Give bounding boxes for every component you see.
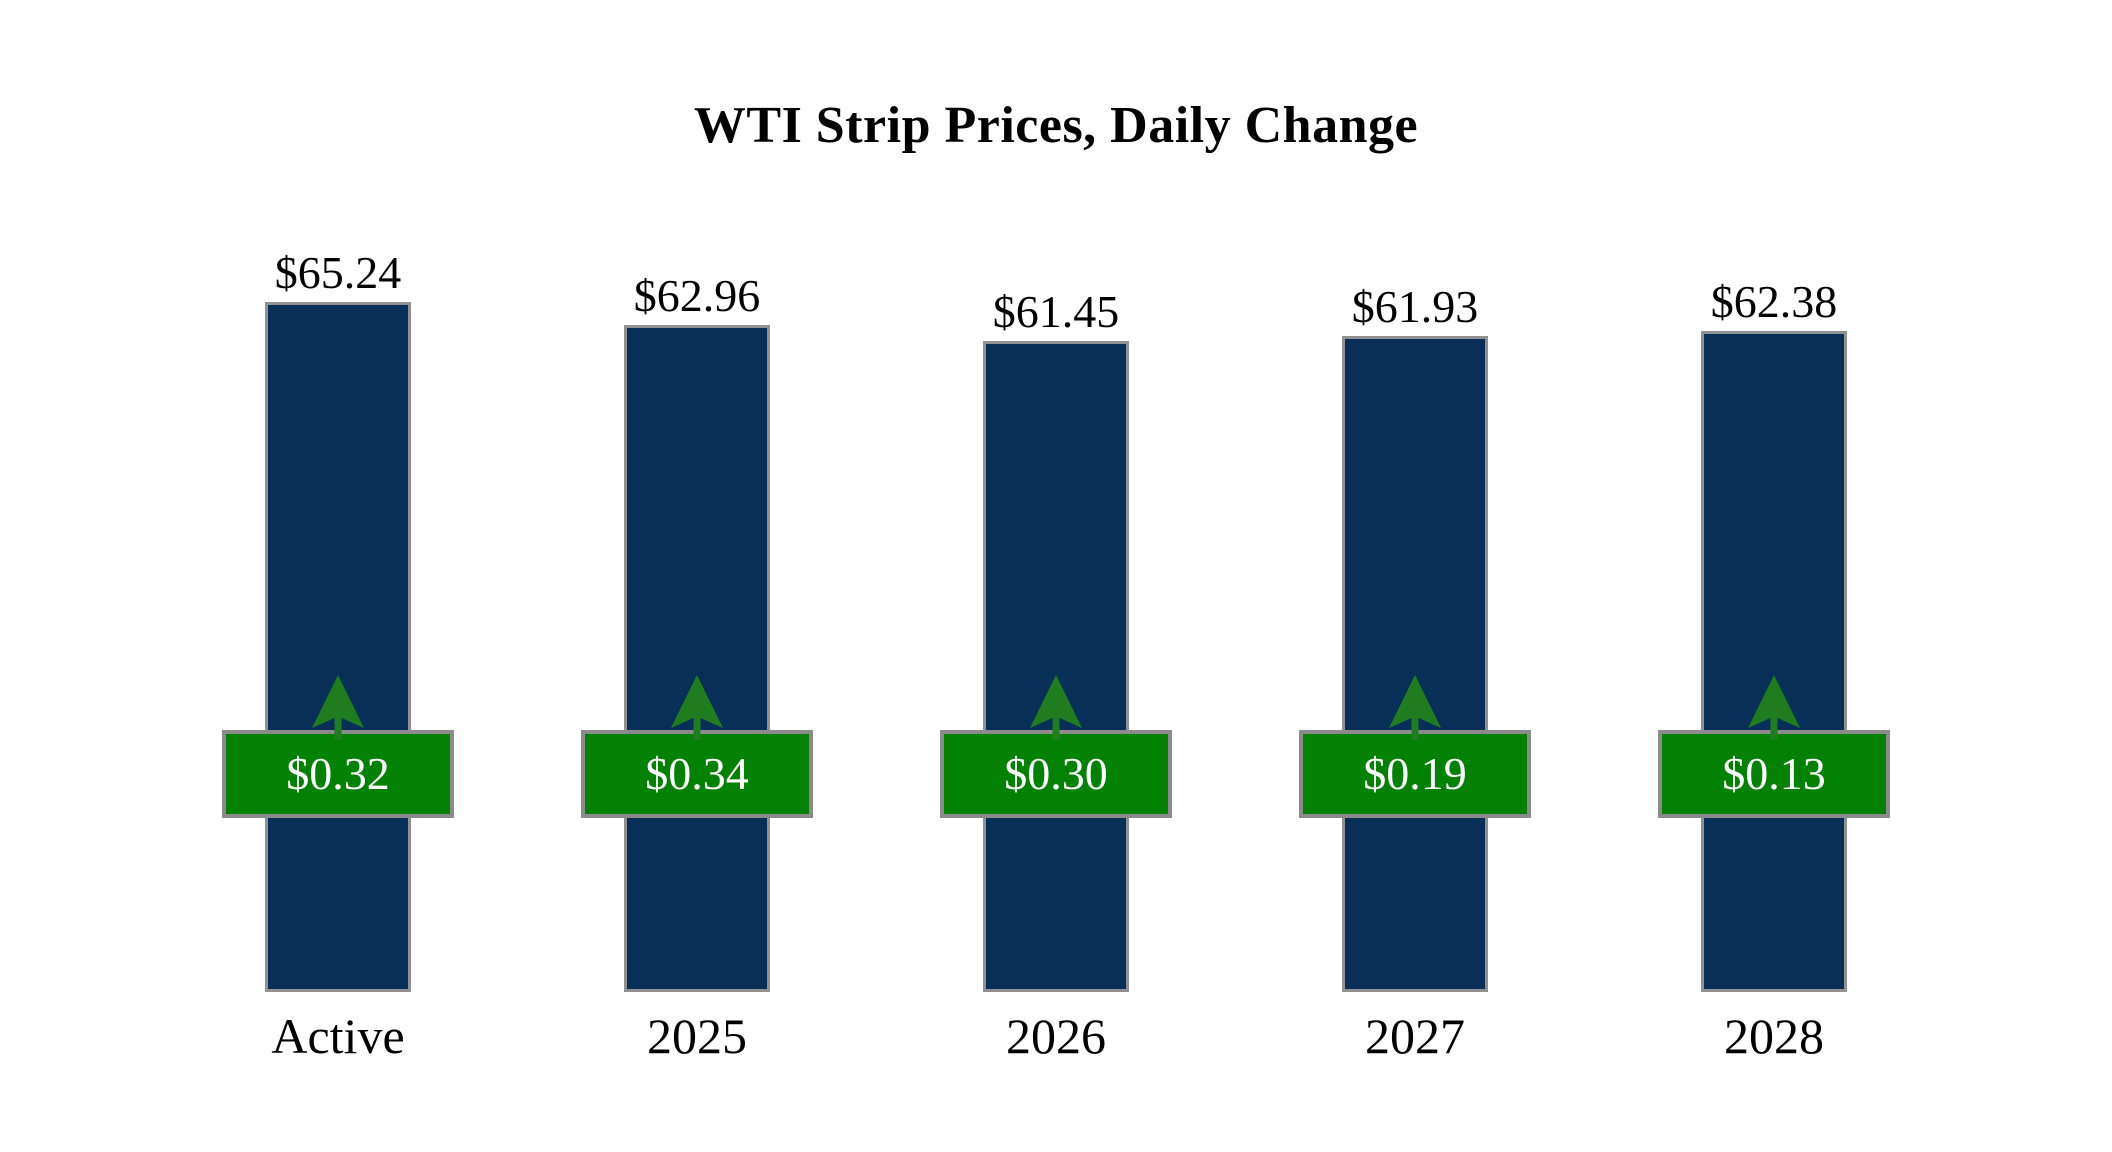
price-bar: [1701, 331, 1847, 992]
up-arrow-icon: [1748, 675, 1800, 740]
up-arrow-icon: [1389, 675, 1441, 740]
daily-change-badge: $0.34: [581, 730, 813, 818]
bar-value-label: $61.93: [1351, 281, 1479, 332]
price-bar: [983, 341, 1129, 992]
price-bar: [1342, 336, 1488, 992]
up-arrow-icon: [1030, 675, 1082, 740]
daily-change-badge: $0.19: [1299, 730, 1531, 818]
category-label: 2028: [1724, 1008, 1824, 1064]
up-arrow-icon: [671, 675, 723, 740]
bar-value-label: $62.38: [1710, 276, 1838, 327]
bar-value-label: $62.96: [633, 270, 761, 321]
daily-change-value: $0.30: [1004, 748, 1108, 799]
daily-change-badge: $0.30: [940, 730, 1172, 818]
daily-change-badge: $0.13: [1658, 730, 1890, 818]
category-label: 2027: [1365, 1008, 1465, 1064]
category-label: 2026: [1006, 1008, 1106, 1064]
daily-change-badge: $0.32: [222, 730, 454, 818]
price-bar: [265, 302, 411, 992]
category-label: 2025: [647, 1008, 747, 1064]
daily-change-value: $0.19: [1363, 748, 1467, 799]
price-bar: [624, 325, 770, 992]
daily-change-value: $0.13: [1722, 748, 1826, 799]
up-arrow-icon: [312, 675, 364, 740]
bar-value-label: $65.24: [274, 247, 402, 298]
category-label: Active: [271, 1008, 405, 1064]
chart-title: WTI Strip Prices, Daily Change: [693, 97, 1419, 154]
daily-change-value: $0.34: [645, 748, 749, 799]
daily-change-value: $0.32: [286, 748, 390, 799]
bar-value-label: $61.45: [992, 286, 1120, 337]
